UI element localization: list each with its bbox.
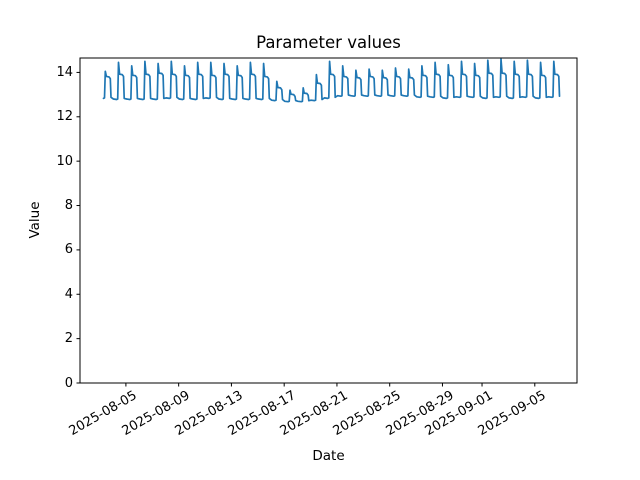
y-tick-label: 10 [56,153,73,169]
y-tick-label: 2 [64,331,73,347]
y-tick-label: 4 [64,286,73,302]
y-axis-label: Value [27,201,43,239]
y-tick-label: 8 [64,198,73,214]
y-tick-label: 12 [56,109,73,125]
axes-frame [79,57,578,384]
chart-title: Parameter values [256,33,401,52]
y-tick-label: 6 [64,242,73,258]
axis-ticks [76,71,536,387]
y-tick-label: 0 [64,375,73,391]
y-tick-label: 14 [56,64,73,80]
x-axis-label: Date [312,448,345,464]
data-line [102,58,561,103]
